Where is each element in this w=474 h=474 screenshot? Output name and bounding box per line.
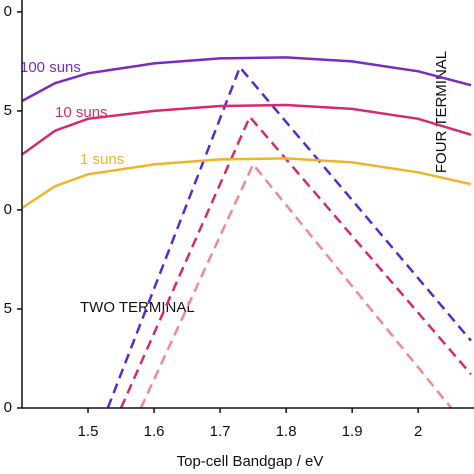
two-terminal-label: TWO TERMINAL (80, 299, 195, 316)
x-tick-label: 1.7 (210, 423, 231, 440)
four-terminal-label: FOUR TERMINAL (433, 51, 450, 173)
y-tick-label: 0 (4, 399, 12, 416)
y-tick-label: 0 (4, 3, 12, 20)
x-tick-label: 1.6 (144, 423, 165, 440)
two-terminal-line (106, 64, 472, 409)
series-label: 1 suns (80, 151, 124, 168)
two-terminal-line (139, 162, 453, 409)
x-tick-label: 1.8 (276, 423, 297, 440)
x-tick-label: 1.5 (78, 423, 99, 440)
two-terminal-line (119, 114, 472, 409)
x-tick-label: 2 (414, 423, 422, 440)
x-tick-label: 1.9 (342, 423, 363, 440)
x-axis-label: Top-cell Bandgap / eV (177, 453, 324, 470)
four-terminal-line (21, 56, 472, 103)
y-tick-label: 5 (4, 102, 12, 119)
four-terminal-line (21, 157, 472, 210)
series-label: 100 suns (20, 59, 81, 76)
series-label: 10 suns (55, 104, 108, 121)
y-tick-label: 5 (4, 300, 12, 317)
y-tick-label: 0 (4, 201, 12, 218)
four-terminal-line (21, 103, 472, 156)
